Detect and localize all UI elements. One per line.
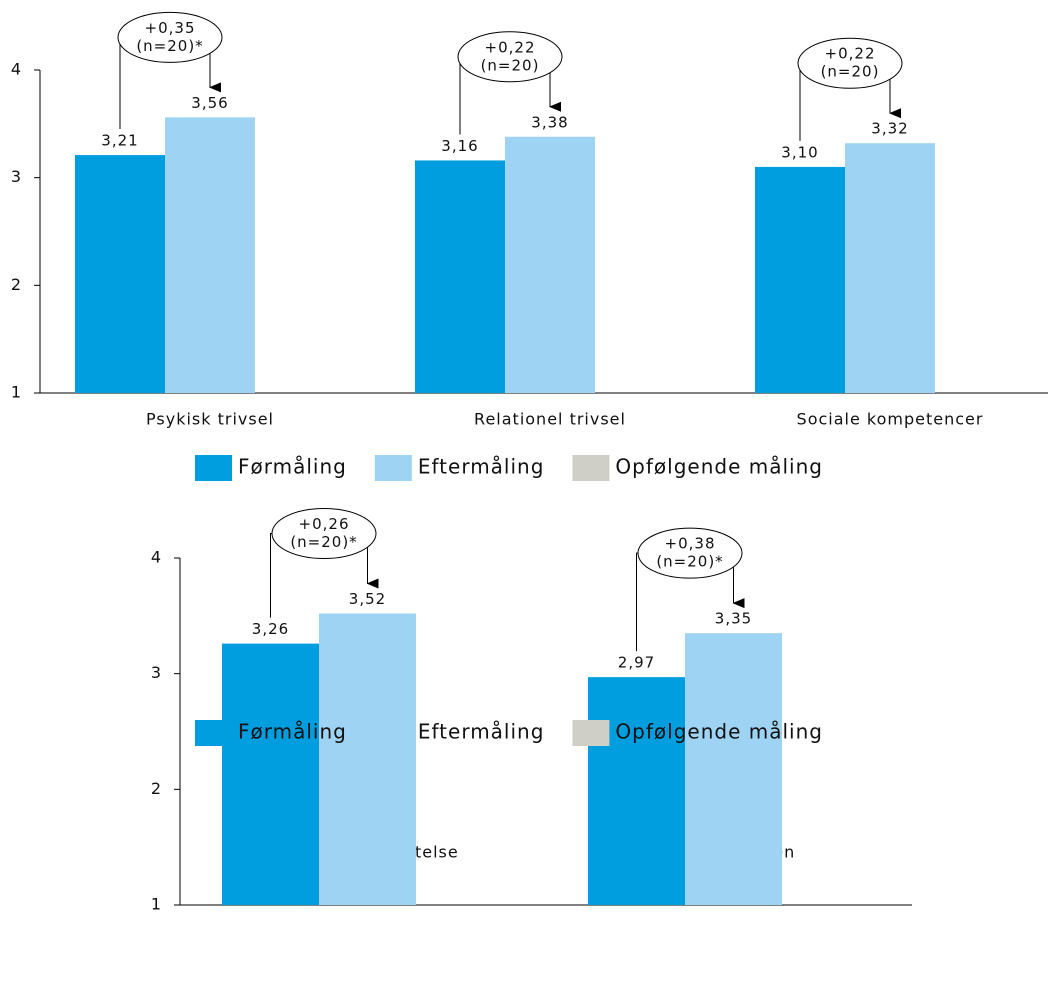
annotation-text: (n=20) bbox=[821, 63, 880, 81]
annotation-bubble bbox=[797, 37, 903, 89]
legend-swatch bbox=[374, 720, 412, 746]
legend-swatch bbox=[572, 720, 610, 746]
legend-label: Opfølgende måling bbox=[615, 720, 823, 744]
y-tick-label: 4 bbox=[151, 548, 162, 567]
bar bbox=[75, 155, 165, 393]
bar bbox=[685, 633, 782, 905]
value-label: 3,16 bbox=[441, 137, 478, 155]
annotation-text: +0,22 bbox=[825, 45, 876, 63]
annotation-text: (n=20)* bbox=[290, 533, 357, 551]
value-label: 3,10 bbox=[781, 143, 818, 161]
bar bbox=[165, 117, 255, 393]
value-label: 3,21 bbox=[101, 132, 138, 150]
y-tick-label: 1 bbox=[11, 383, 22, 402]
legend-label: Førmåling bbox=[238, 455, 347, 479]
bar bbox=[505, 136, 595, 393]
legend-label: Eftermåling bbox=[418, 720, 545, 744]
annotation-bubble bbox=[637, 527, 743, 579]
legend-swatch bbox=[374, 455, 412, 481]
annotation-bubble bbox=[271, 508, 377, 560]
y-tick-label: 3 bbox=[11, 167, 22, 186]
legend-label: Opfølgende måling bbox=[615, 455, 823, 479]
annotation-text: (n=20) bbox=[481, 56, 540, 74]
y-tick-label: 2 bbox=[11, 275, 22, 294]
annotation-text: (n=20)* bbox=[656, 553, 723, 571]
annotation-text: (n=20)* bbox=[136, 37, 203, 55]
bar bbox=[222, 643, 319, 905]
legend-label: Førmåling bbox=[238, 720, 347, 744]
value-label: 3,32 bbox=[871, 120, 908, 138]
annotation-text: +0,35 bbox=[145, 19, 196, 37]
y-tick-label: 4 bbox=[11, 60, 22, 79]
annotation-text: +0,22 bbox=[485, 38, 536, 56]
value-label: 3,52 bbox=[349, 590, 386, 608]
y-tick-label: 3 bbox=[151, 663, 162, 682]
x-tick-label: Sociale kompetencer bbox=[797, 410, 984, 429]
annotation-text: +0,38 bbox=[665, 535, 716, 553]
annotation-bubble bbox=[457, 31, 563, 83]
value-label: 3,26 bbox=[252, 620, 289, 638]
legend-label: Eftermåling bbox=[418, 455, 545, 479]
legend-swatch bbox=[195, 455, 232, 481]
legend-swatch bbox=[195, 720, 232, 746]
bar bbox=[319, 613, 416, 905]
value-label: 3,56 bbox=[191, 94, 228, 112]
annotation-text: +0,26 bbox=[299, 515, 350, 533]
value-label: 3,38 bbox=[531, 113, 568, 131]
x-tick-label: Relationel trivsel bbox=[474, 410, 626, 429]
value-label: 2,97 bbox=[618, 654, 655, 672]
legend-swatch bbox=[572, 455, 610, 481]
bar bbox=[845, 143, 935, 393]
y-tick-label: 2 bbox=[151, 779, 162, 798]
annotation-bubble bbox=[117, 11, 223, 63]
x-tick-label: Psykisk trivsel bbox=[146, 410, 274, 429]
bar bbox=[755, 166, 845, 393]
y-tick-label: 1 bbox=[151, 895, 162, 914]
bar bbox=[415, 160, 505, 393]
bar bbox=[588, 677, 685, 905]
value-label: 3,35 bbox=[715, 610, 752, 628]
